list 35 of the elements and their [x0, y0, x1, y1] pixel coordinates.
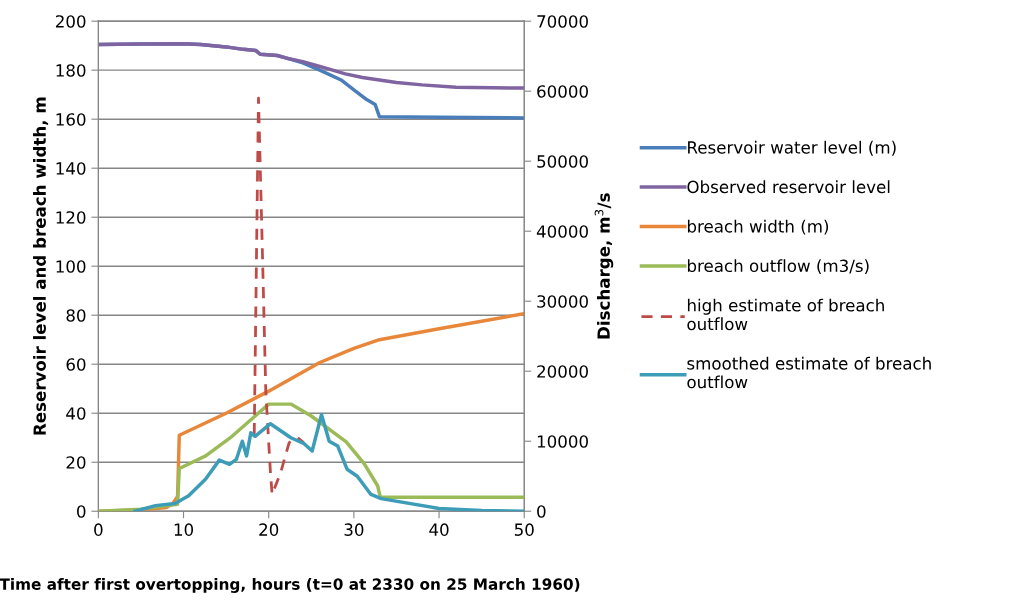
y-tick-label: 100: [56, 260, 86, 273]
y2-tick-label: 0: [537, 505, 546, 518]
legend-label: smoothed estimate of breach outflow: [687, 356, 931, 389]
y-tick-label: 0: [77, 505, 86, 518]
x-tick-label: 50: [514, 523, 534, 536]
legend-label: breach width (m): [687, 219, 829, 235]
y-tick-label: 140: [56, 162, 86, 175]
y-tick-label: 40: [66, 407, 86, 420]
y2-tick-label: 50000: [537, 155, 588, 168]
x-tick-label: 20: [259, 523, 279, 536]
x-tick-label: 30: [344, 523, 364, 536]
legend-label: Reservoir water level (m): [688, 140, 896, 156]
y2-tick-label: 60000: [537, 85, 588, 98]
y2-axis-title: Discharge, m$^{3}$/s: [594, 193, 614, 339]
x-tick-label: 10: [174, 523, 194, 536]
line-series: [133, 412, 525, 512]
y-tick-label: 120: [56, 211, 86, 224]
y-tick-label: 80: [66, 309, 86, 322]
y2-tick-label: 40000: [536, 225, 588, 238]
y-tick-label: 180: [56, 64, 86, 77]
y2-tick-label: 20000: [537, 365, 588, 378]
x-tick-label: 40: [429, 523, 449, 536]
y2-tick-label: 10000: [537, 435, 588, 448]
y-tick-label: 200: [55, 15, 86, 28]
x-tick-label: 0: [94, 523, 103, 536]
y-tick-label: 60: [66, 358, 86, 371]
y2-tick-label: 30000: [537, 295, 588, 308]
legend-label: Observed reservoir level: [687, 180, 890, 194]
x-axis-title: Time after first overtopping, hours (t=0 at 2330 on 25 March 1960): [0, 578, 580, 593]
y2-tick-label: 70000: [537, 15, 588, 28]
y-axis-title: Reservoir level and breach width, m: [33, 97, 49, 435]
legend-label: high estimate of breach outflow: [687, 298, 884, 331]
legend-label: breach outflow (m3/s): [687, 259, 869, 275]
y-tick-label: 160: [56, 113, 86, 126]
y-tick-label: 20: [66, 456, 86, 469]
